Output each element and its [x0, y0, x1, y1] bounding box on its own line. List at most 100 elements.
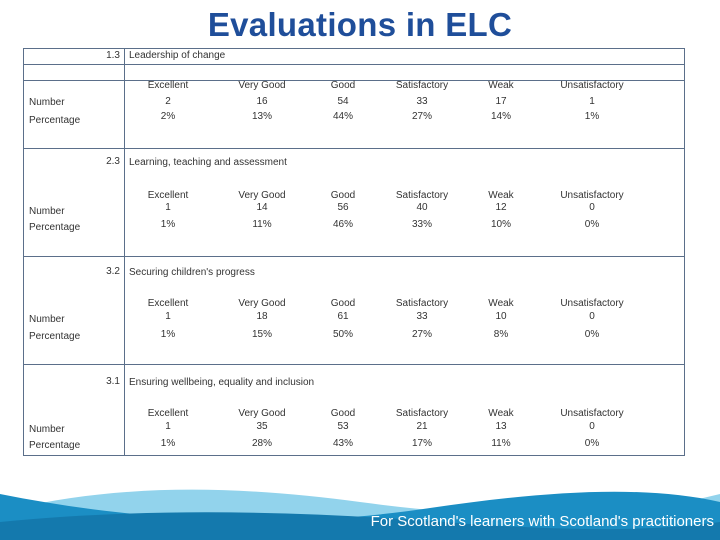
number-value: 56: [337, 202, 349, 213]
number-value: 0: [589, 311, 595, 322]
percentage-value: 15%: [251, 329, 273, 340]
grade-label: Unsatisfactory: [560, 80, 624, 91]
grid-line: [24, 256, 684, 257]
section-title: Leadership of change: [129, 50, 226, 61]
table-grid: [23, 48, 685, 456]
percentage-value: 27%: [411, 111, 433, 122]
grade-label: Satisfactory: [395, 408, 449, 419]
percentage-value: 1%: [160, 219, 176, 230]
number-value: 0: [589, 421, 595, 432]
percentage-value: 44%: [332, 111, 354, 122]
number-value: 33: [416, 96, 428, 107]
section-number: 2.3: [106, 156, 120, 167]
percentage-value: 0%: [584, 438, 600, 449]
grade-label: Excellent: [147, 190, 189, 201]
row-label-percentage: Percentage: [29, 115, 81, 126]
percentage-value: 13%: [251, 111, 273, 122]
section-title: Ensuring wellbeing, equality and inclusi…: [129, 377, 315, 388]
grade-label: Excellent: [147, 298, 189, 309]
percentage-value: 27%: [411, 329, 433, 340]
grade-label: Unsatisfactory: [560, 298, 624, 309]
percentage-value: 14%: [490, 111, 512, 122]
number-value: 18: [256, 311, 268, 322]
grade-label: Satisfactory: [395, 298, 449, 309]
percentage-value: 0%: [584, 329, 600, 340]
grid-line: [124, 48, 125, 456]
grade-label: Very Good: [238, 80, 286, 91]
percentage-value: 17%: [411, 438, 433, 449]
number-value: 1: [165, 202, 171, 213]
row-label-number: Number: [29, 97, 65, 108]
section-title: Securing children's progress: [129, 267, 255, 278]
grid-line: [24, 455, 684, 456]
percentage-value: 11%: [252, 219, 272, 230]
grade-label: Good: [330, 298, 356, 309]
percentage-value: 1%: [584, 111, 600, 122]
number-value: 1: [165, 421, 171, 432]
number-value: 53: [337, 421, 349, 432]
row-label-number: Number: [29, 206, 65, 217]
page-title: Evaluations in ELC: [207, 6, 513, 43]
footer-band: For Scotland's learners with Scotland's …: [0, 472, 720, 540]
section-number: 1.3: [106, 50, 120, 61]
grid-line: [24, 148, 684, 149]
row-label-number: Number: [29, 424, 65, 435]
number-value: 1: [589, 96, 595, 107]
grade-label: Very Good: [238, 190, 286, 201]
section-title: Learning, teaching and assessment: [129, 157, 287, 168]
number-value: 10: [495, 311, 507, 322]
grade-label: Weak: [488, 298, 514, 309]
number-value: 13: [495, 421, 507, 432]
grid-line: [24, 64, 684, 65]
grade-label: Unsatisfactory: [560, 190, 624, 201]
percentage-value: 2%: [160, 111, 176, 122]
number-value: 12: [495, 202, 507, 213]
section-number: 3.1: [106, 376, 120, 387]
number-value: 0: [589, 202, 595, 213]
row-label-percentage: Percentage: [29, 222, 81, 233]
grade-label: Satisfactory: [395, 190, 449, 201]
grade-label: Satisfactory: [395, 80, 449, 91]
grade-label: Weak: [488, 190, 514, 201]
number-value: 14: [256, 202, 268, 213]
number-value: 16: [256, 96, 268, 107]
grade-label: Unsatisfactory: [560, 408, 624, 419]
percentage-value: 11%: [491, 438, 511, 449]
number-value: 1: [165, 311, 171, 322]
grade-label: Weak: [488, 408, 514, 419]
row-label-number: Number: [29, 314, 65, 325]
grid-line: [24, 80, 684, 81]
percentage-value: 1%: [160, 438, 176, 449]
number-value: 2: [165, 96, 171, 107]
number-value: 35: [256, 421, 268, 432]
grade-label: Very Good: [238, 298, 286, 309]
percentage-value: 0%: [584, 219, 600, 230]
percentage-value: 33%: [411, 219, 433, 230]
grade-label: Excellent: [147, 80, 189, 91]
percentage-value: 28%: [251, 438, 273, 449]
grade-label: Good: [330, 80, 356, 91]
grade-label: Very Good: [238, 408, 286, 419]
percentage-value: 8%: [493, 329, 509, 340]
number-value: 17: [495, 96, 507, 107]
percentage-value: 50%: [332, 329, 354, 340]
grade-label: Good: [330, 408, 356, 419]
percentage-value: 46%: [332, 219, 354, 230]
grade-label: Good: [330, 190, 356, 201]
percentage-value: 43%: [332, 438, 354, 449]
footer-wave: [0, 489, 720, 540]
grid-line: [24, 364, 684, 365]
section-number: 3.2: [106, 266, 120, 277]
row-label-percentage: Percentage: [29, 331, 81, 342]
number-value: 61: [337, 311, 349, 322]
grid-line: [24, 48, 684, 49]
grade-label: Excellent: [147, 408, 189, 419]
footer-tagline: For Scotland's learners with Scotland's …: [370, 513, 714, 530]
percentage-value: 1%: [160, 329, 176, 340]
row-label-percentage: Percentage: [29, 440, 81, 451]
number-value: 54: [337, 96, 349, 107]
number-value: 21: [416, 421, 428, 432]
percentage-value: 10%: [490, 219, 512, 230]
grade-label: Weak: [488, 80, 514, 91]
number-value: 33: [416, 311, 428, 322]
